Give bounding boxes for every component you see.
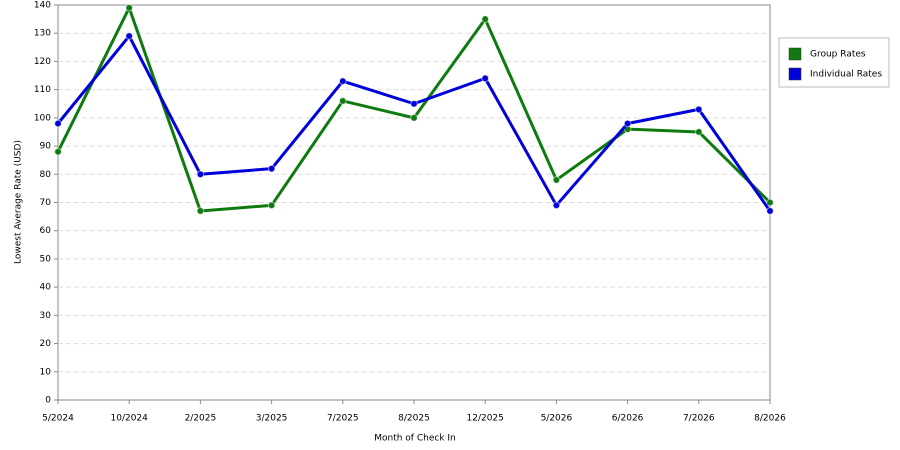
y-tick-label: 100: [34, 113, 51, 123]
series-line: [56, 34, 772, 212]
data-point: [481, 74, 490, 83]
y-axis-label: Lowest Average Rate (USD): [14, 140, 24, 264]
data-point: [410, 114, 418, 122]
data-point: [552, 201, 561, 210]
x-tick-label: 7/2026: [683, 414, 715, 424]
y-tick-label: 120: [34, 57, 51, 67]
data-point: [267, 201, 276, 210]
y-tick-label: 90: [40, 142, 52, 152]
legend-swatch: [788, 67, 802, 81]
data-point: [766, 198, 774, 207]
data-point: [623, 119, 632, 128]
y-tick-label: 30: [40, 311, 52, 321]
data-point: [410, 99, 418, 108]
x-tick-label: 6/2026: [612, 414, 644, 424]
x-tick-label: 10/2024: [111, 414, 149, 424]
data-point: [54, 119, 62, 128]
data-point: [339, 77, 347, 85]
data-point: [196, 207, 205, 215]
x-tick-label: 8/2025: [398, 414, 430, 424]
x-axis-label: Month of Check In: [374, 434, 456, 444]
data-point: [54, 147, 62, 156]
data-point: [695, 128, 703, 136]
y-tick-label: 130: [34, 29, 51, 39]
y-tick-label: 60: [40, 226, 52, 236]
series-line: [56, 6, 772, 213]
data-point: [481, 15, 490, 23]
y-tick-label: 40: [40, 283, 52, 293]
x-tick-label: 3/2025: [256, 414, 288, 424]
x-tick-label: 5/2026: [541, 414, 573, 424]
legend-label: Group Rates: [810, 50, 866, 60]
y-tick-label: 50: [40, 254, 52, 264]
y-tick-label: 0: [45, 396, 51, 406]
data-point: [125, 32, 133, 40]
y-tick-label: 20: [40, 339, 52, 349]
data-point: [196, 170, 205, 179]
y-tick-label: 110: [34, 85, 51, 95]
x-tick-label: 7/2025: [327, 414, 359, 424]
data-point: [552, 176, 561, 184]
data-point: [267, 164, 276, 173]
data-point: [695, 105, 703, 114]
x-tick-label: 2/2025: [185, 414, 217, 424]
data-point: [339, 97, 347, 105]
legend-label: Individual Rates: [810, 70, 882, 80]
y-tick-label: 10: [40, 367, 52, 377]
x-tick-label: 8/2026: [754, 414, 786, 424]
data-point: [766, 207, 774, 215]
x-tick-label: 12/2025: [467, 414, 504, 424]
x-tick-label: 5/2024: [42, 414, 74, 424]
y-tick-label: 80: [40, 170, 52, 180]
legend-swatch: [788, 47, 802, 61]
y-tick-label: 70: [40, 198, 52, 208]
data-point: [125, 4, 133, 12]
y-tick-label: 140: [34, 1, 51, 11]
